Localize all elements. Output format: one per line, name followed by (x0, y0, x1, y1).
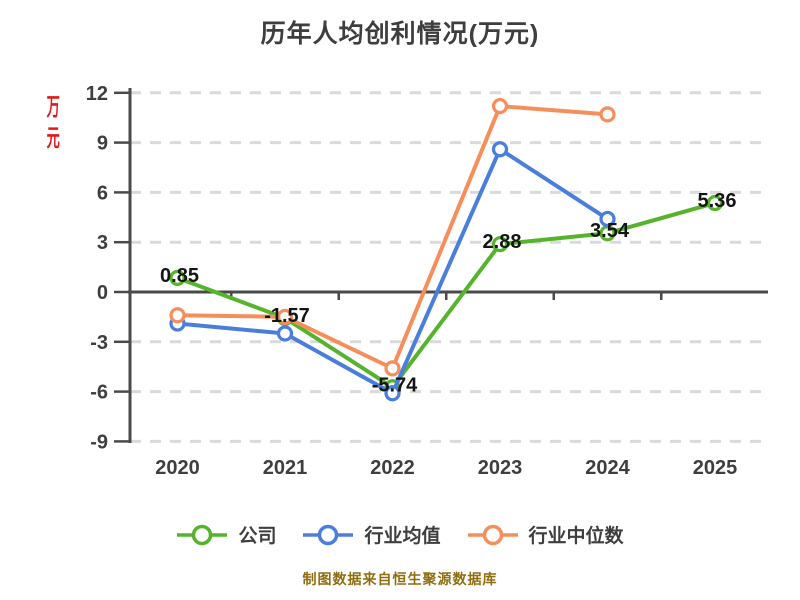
y-tick-label: 12 (86, 83, 108, 105)
x-tick-label: 2022 (370, 457, 415, 479)
data-point-marker (169, 269, 186, 286)
value-label: 5.36 (698, 190, 737, 212)
value-label: -5.74 (372, 374, 418, 396)
data-point-marker (276, 308, 294, 325)
data-point-marker (491, 141, 509, 158)
data-point-marker (599, 210, 616, 228)
value-label: 3.54 (590, 220, 630, 242)
y-tick-label: 0 (97, 282, 108, 304)
data-point-marker (491, 97, 509, 115)
legend-label: 公司 (238, 526, 277, 547)
x-tick-label: 2024 (585, 457, 630, 479)
x-tick-label: 2023 (478, 457, 523, 479)
y-tick-label: -6 (90, 382, 108, 404)
legend-marker-icon (177, 524, 228, 545)
legend-marker-icon (467, 524, 518, 545)
y-tick-label: -9 (90, 431, 108, 453)
y-tick-label: -3 (90, 332, 108, 354)
series-line-0 (175, 201, 717, 390)
x-tick-label: 2020 (155, 457, 200, 479)
legend-label: 行业均值 (364, 526, 441, 547)
y-tick-label: 6 (97, 182, 108, 204)
x-tick-label: 2025 (693, 457, 738, 479)
legend-item-2[interactable]: 行业中位数 (467, 521, 624, 548)
legend-item-1[interactable]: 行业均值 (302, 521, 441, 548)
data-point-marker (706, 194, 724, 212)
chart-title: 历年人均创利情况(万元) (260, 20, 540, 48)
value-label: 2.88 (483, 231, 522, 253)
footer-note: 制图数据来自恒生聚源数据库 (302, 571, 498, 587)
x-tick-label: 2021 (263, 457, 308, 479)
data-point-marker (169, 307, 186, 324)
data-point-marker (384, 360, 401, 377)
y-tick-label: 3 (97, 232, 108, 254)
legend-label: 行业中位数 (528, 526, 624, 547)
legend-marker-icon (303, 524, 354, 545)
y-tick-label: 9 (97, 133, 108, 155)
legend-item-0[interactable]: 公司 (176, 521, 276, 548)
data-point-marker (384, 385, 401, 402)
series-line-1 (175, 147, 610, 396)
value-label: 0.85 (160, 265, 199, 287)
data-point-marker (276, 325, 294, 342)
data-point-marker (491, 236, 509, 253)
data-point-marker (599, 106, 616, 123)
legend: 公司 行业均值 行业中位数 (0, 521, 800, 548)
y-axis-unit-label: 万元 (44, 94, 60, 156)
value-label: -1.57 (264, 305, 310, 327)
